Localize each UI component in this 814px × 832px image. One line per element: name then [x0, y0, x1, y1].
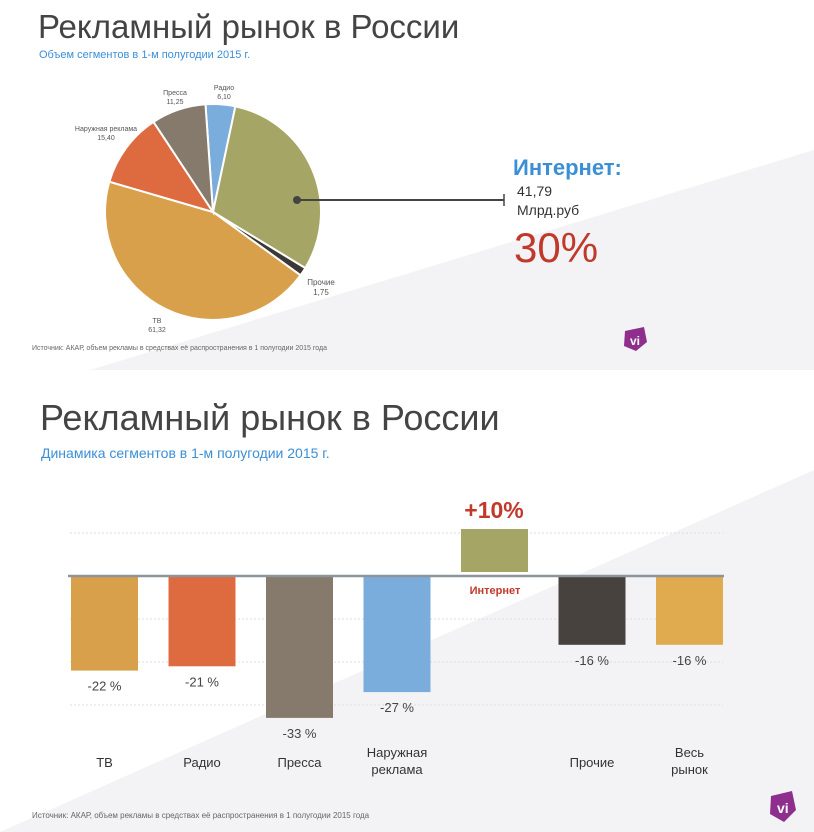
- pie-slice-3: [104, 180, 302, 321]
- category-label: ТВ: [96, 755, 113, 770]
- bar-0: [71, 576, 138, 671]
- slide2-subtitle: Динамика сегментов в 1-м полугодии 2015 …: [41, 445, 330, 461]
- slide2-source: Источник: АКАР, объем рекламы в средства…: [32, 811, 370, 820]
- category-label: Радио: [183, 755, 221, 770]
- bar-value-label: -33 %: [283, 726, 317, 741]
- svg-text:vi: vi: [777, 800, 789, 816]
- category-label: Наружная: [367, 745, 428, 760]
- bar-6: [656, 576, 723, 645]
- callout-unit: Млрд.руб: [517, 202, 580, 218]
- pie-slice-5: [152, 103, 215, 216]
- pie-label-other: Прочие 1,75: [307, 278, 335, 297]
- callout-dot: [293, 196, 301, 204]
- callout-label: Интернет:: [513, 155, 622, 180]
- bar-4: [461, 529, 528, 572]
- callout-percent: 30%: [514, 224, 599, 271]
- pie-label-radio: Радио 6,10: [213, 85, 235, 101]
- bar-value-label: -21 %: [185, 674, 219, 689]
- bar-value-label: -16 %: [575, 653, 609, 668]
- bar-1: [168, 576, 236, 667]
- pie-label-press: Пресса 11,25: [163, 90, 187, 106]
- pie-label-outdoor: Наружная реклама 15,40: [74, 126, 138, 142]
- category-label: реклама: [371, 762, 423, 777]
- slide1-source: Источник: АКАР, объем рекламы в средства…: [32, 345, 327, 352]
- category-label: Прочие: [570, 755, 615, 770]
- slide1-subtitle: Объем сегментов в 1-м полугодии 2015 г.: [39, 49, 251, 61]
- bar-value-label: -27 %: [380, 700, 414, 715]
- vi-logo-icon: vi: [770, 791, 796, 822]
- slide2-title: Рекламный рынок в России: [40, 397, 500, 438]
- vi-logo-icon: vi: [624, 327, 647, 351]
- svg-text:vi: vi: [630, 334, 640, 348]
- bar-value-label: -16 %: [673, 653, 707, 668]
- bar-5: [558, 576, 626, 645]
- category-label: Весь: [675, 745, 704, 760]
- bar-value-label: -22 %: [88, 679, 122, 694]
- bar-3: [363, 576, 431, 693]
- slide1-title: Рекламный рынок в России: [38, 8, 460, 45]
- pie-slice-4: [108, 120, 216, 214]
- pie-chart: [104, 103, 505, 321]
- pie-label-tv: ТВ 61,32: [148, 318, 166, 334]
- callout-value: 41,79: [517, 183, 553, 199]
- category-label: рынок: [671, 762, 708, 777]
- slide1-background: [90, 150, 814, 370]
- highlight-value: +10%: [464, 497, 524, 523]
- highlight-label: Интернет: [469, 585, 521, 597]
- category-label: Пресса: [277, 755, 322, 770]
- bar-2: [266, 576, 333, 718]
